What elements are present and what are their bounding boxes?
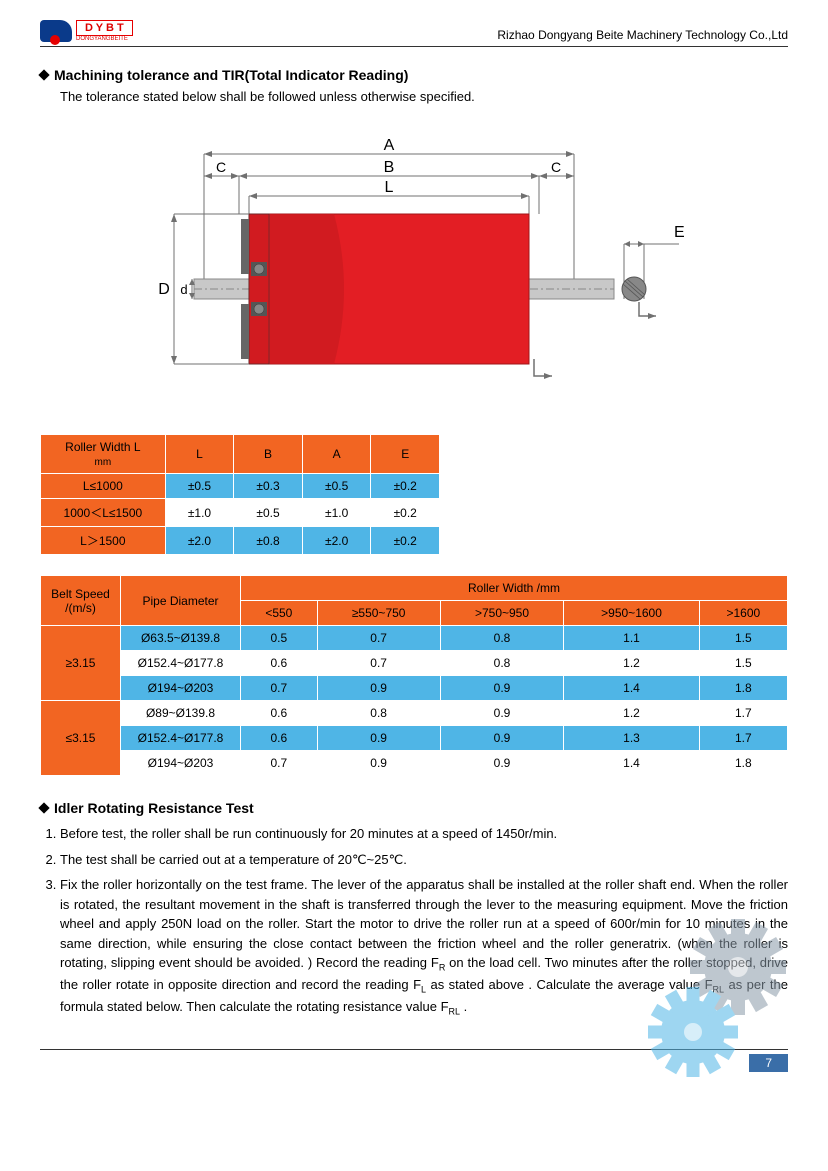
- logo-badge-icon: [40, 20, 72, 42]
- t1-col-B: B: [234, 435, 303, 474]
- t2-col-0: <550: [241, 601, 318, 626]
- table-cell: 1.2: [564, 701, 699, 726]
- list-item: Before test, the roller shall be run con…: [60, 824, 788, 844]
- t2-rw-header: Roller Width /mm: [241, 576, 788, 601]
- table-cell: ±0.2: [371, 527, 440, 555]
- diamond-icon: [38, 69, 49, 80]
- pipe-cell: Ø194~Ø203: [121, 676, 241, 701]
- table-cell: ±0.2: [371, 474, 440, 499]
- t1-col-L: L: [165, 435, 234, 474]
- table-cell: 1.8: [699, 751, 787, 776]
- table-cell: 0.6: [241, 726, 318, 751]
- pipe-cell: Ø152.4~Ø177.8: [121, 651, 241, 676]
- section1-title: Machining tolerance and TIR(Total Indica…: [40, 67, 788, 83]
- logo: D Y B T DONGYANGBEITE: [40, 20, 133, 42]
- table-cell: ±2.0: [165, 527, 234, 555]
- table-cell: ±0.2: [371, 499, 440, 527]
- table-cell: 0.8: [440, 651, 564, 676]
- table-cell: ±1.0: [302, 499, 371, 527]
- table-cell: 0.9: [317, 726, 440, 751]
- t2-col-1: ≥550~750: [317, 601, 440, 626]
- page-header: D Y B T DONGYANGBEITE Rizhao Dongyang Be…: [40, 20, 788, 47]
- t1-col-A: A: [302, 435, 371, 474]
- dim-D: D: [158, 281, 170, 298]
- belt-speed-cell: ≥3.15: [41, 626, 121, 701]
- company-name: Rizhao Dongyang Beite Machinery Technolo…: [497, 28, 788, 42]
- roller-diagram: A C B C L D: [134, 134, 694, 394]
- tolerance-table: Roller Width Lmm L B A E L≤1000±0.5±0.3±…: [40, 434, 440, 555]
- dim-C2: C: [551, 159, 561, 175]
- section2-title: Idler Rotating Resistance Test: [40, 800, 788, 816]
- table-cell: ±0.3: [234, 474, 303, 499]
- belt-speed-table: Belt Speed/(m/s) Pipe Diameter Roller Wi…: [40, 575, 788, 776]
- table-cell: 1.7: [699, 726, 787, 751]
- dim-B: B: [384, 159, 395, 176]
- table-cell: ±1.0: [165, 499, 234, 527]
- dim-E: E: [674, 224, 685, 241]
- logo-text: D Y B T: [76, 20, 133, 36]
- table-cell: ±0.8: [234, 527, 303, 555]
- table-cell: 1.5: [699, 651, 787, 676]
- table-cell: 0.9: [317, 751, 440, 776]
- diamond-icon: [38, 802, 49, 813]
- section1-intro: The tolerance stated below shall be foll…: [60, 89, 788, 104]
- t2-col-3: >950~1600: [564, 601, 699, 626]
- t2-belt-header: Belt Speed/(m/s): [41, 576, 121, 626]
- dim-L: L: [385, 179, 394, 196]
- table-cell: 0.7: [317, 651, 440, 676]
- dim-d: d: [180, 282, 187, 297]
- table-cell: ±0.5: [302, 474, 371, 499]
- table-row-label: L≤1000: [41, 474, 166, 499]
- pipe-cell: Ø89~Ø139.8: [121, 701, 241, 726]
- belt-speed-cell: ≤3.15: [41, 701, 121, 776]
- t2-col-4: >1600: [699, 601, 787, 626]
- table-cell: ±0.5: [165, 474, 234, 499]
- table-cell: 1.8: [699, 676, 787, 701]
- table-cell: 0.7: [241, 751, 318, 776]
- table-cell: 1.5: [699, 626, 787, 651]
- table-cell: 0.9: [440, 676, 564, 701]
- table-cell: 1.3: [564, 726, 699, 751]
- dim-A: A: [384, 137, 395, 154]
- pipe-cell: Ø63.5~Ø139.8: [121, 626, 241, 651]
- gears-decoration-icon: [618, 912, 808, 1082]
- table-cell: 0.7: [241, 676, 318, 701]
- table-cell: 0.9: [440, 726, 564, 751]
- list-item: The test shall be carried out at a tempe…: [60, 850, 788, 870]
- logo-subtext: DONGYANGBEITE: [76, 36, 133, 42]
- table-cell: 0.9: [440, 751, 564, 776]
- table-cell: 1.4: [564, 676, 699, 701]
- table-cell: 1.2: [564, 651, 699, 676]
- table-row-label: 1000＜L≤1500: [41, 499, 166, 527]
- table-cell: 0.7: [317, 626, 440, 651]
- table-cell: 1.4: [564, 751, 699, 776]
- table-cell: 0.9: [440, 701, 564, 726]
- table-cell: 0.8: [317, 701, 440, 726]
- table-cell: 0.8: [440, 626, 564, 651]
- table-cell: 0.6: [241, 651, 318, 676]
- table-cell: 0.9: [317, 676, 440, 701]
- section1-title-text: Machining tolerance and TIR(Total Indica…: [54, 67, 408, 83]
- table-cell: 0.6: [241, 701, 318, 726]
- table-cell: 0.5: [241, 626, 318, 651]
- t2-col-2: >750~950: [440, 601, 564, 626]
- t1-header-label: Roller Width Lmm: [41, 435, 166, 474]
- table-cell: ±2.0: [302, 527, 371, 555]
- section2-title-text: Idler Rotating Resistance Test: [54, 800, 254, 816]
- table-cell: ±0.5: [234, 499, 303, 527]
- t1-col-E: E: [371, 435, 440, 474]
- pipe-cell: Ø152.4~Ø177.8: [121, 726, 241, 751]
- dim-C1: C: [216, 159, 226, 175]
- table-cell: 1.1: [564, 626, 699, 651]
- table-row-label: L＞1500: [41, 527, 166, 555]
- table-cell: 1.7: [699, 701, 787, 726]
- t2-pipe-header: Pipe Diameter: [121, 576, 241, 626]
- pipe-cell: Ø194~Ø203: [121, 751, 241, 776]
